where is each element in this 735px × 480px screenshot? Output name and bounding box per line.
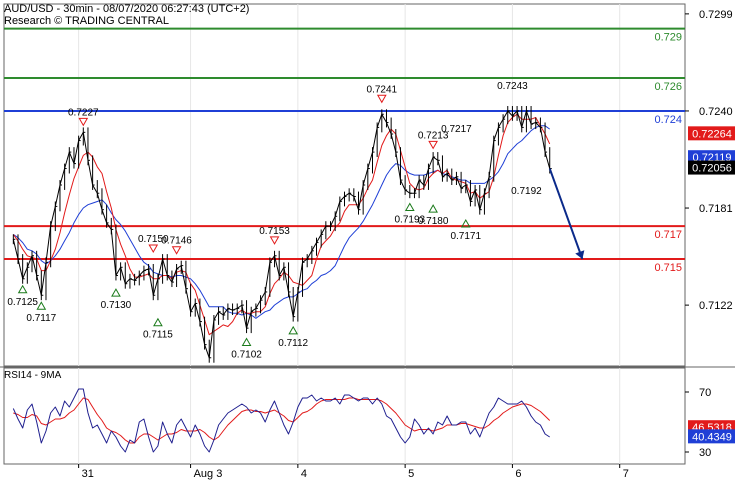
rsi-ma-line xyxy=(13,397,551,444)
projection-arrow xyxy=(548,168,585,260)
rsi-badge-label: 40.4349 xyxy=(692,431,732,443)
price-close-line xyxy=(12,110,551,359)
time-tick-label: 5 xyxy=(408,468,414,480)
triangle-up-icon xyxy=(428,204,438,213)
time-tick-label: Aug 3 xyxy=(194,468,223,480)
rsi-title: RSI14 - 9MA xyxy=(4,370,62,381)
swing-label: 0.7192 xyxy=(511,186,542,197)
time-tick-label: 6 xyxy=(515,468,521,480)
swing-low-label: 0.7193 xyxy=(395,215,426,226)
swing-high-label: 0.7146 xyxy=(161,236,192,247)
chart-title: AUD/USD - 30min - 08/07/2020 06:27:43 (U… xyxy=(4,3,249,15)
triangle-up-icon xyxy=(288,325,299,335)
triangle-up-icon xyxy=(460,218,471,228)
triangle-up-icon xyxy=(36,301,47,310)
level-label: 0.717 xyxy=(654,229,682,241)
price-tick-label: 0.7181 xyxy=(699,203,733,215)
rsi-panel-border xyxy=(3,367,686,465)
swing-high-label: 0.7150 xyxy=(138,234,169,245)
triangle-up-icon xyxy=(153,317,163,327)
swing-low-label: 0.7115 xyxy=(143,330,173,341)
triangle-up-icon xyxy=(17,284,28,294)
triangle-down-icon xyxy=(171,246,182,255)
triangle-up-icon xyxy=(404,202,415,212)
price-badge-label: 0.72056 xyxy=(692,163,732,175)
time-tick-label: 31 xyxy=(82,468,94,480)
slow-moving-average xyxy=(13,125,550,319)
swing-low-label: 0.7171 xyxy=(450,231,481,242)
fast-moving-average xyxy=(12,113,551,336)
swing-low-label: 0.7112 xyxy=(278,338,308,349)
swing-low-label: 0.7125 xyxy=(7,297,38,308)
rsi-moving-average xyxy=(13,397,551,444)
swing-high-label: 0.7213 xyxy=(418,130,449,141)
price-tick-label: 0.7122 xyxy=(699,300,733,312)
rsi-badge xyxy=(688,429,735,444)
triangle-up-icon xyxy=(241,337,252,346)
swing-high-label: 0.7217 xyxy=(441,124,472,135)
triangle-down-icon xyxy=(376,94,387,104)
price-axis: 0.72990.72400.71810.71220.722640.721190.… xyxy=(685,9,735,312)
rsi-main-line xyxy=(12,388,550,453)
rsi-grid xyxy=(3,367,686,465)
level-label: 0.724 xyxy=(654,114,682,126)
price-badge xyxy=(688,160,735,175)
triangle-down-icon xyxy=(148,244,159,254)
triangle-down-icon xyxy=(428,140,438,150)
projection-line xyxy=(548,168,584,260)
level-label: 0.726 xyxy=(654,81,682,93)
swing-high-label: 0.7227 xyxy=(68,107,99,118)
rsi-tick-label: 70 xyxy=(699,387,711,399)
swing-high-label: 0.7241 xyxy=(367,84,398,95)
swing-low-label: 0.7117 xyxy=(26,313,56,324)
level-label: 0.715 xyxy=(654,262,682,274)
rsi-tick-label: 30 xyxy=(699,447,711,459)
slow-ma-line xyxy=(13,125,550,319)
triangle-up-icon xyxy=(111,288,121,297)
price-panel-border xyxy=(3,3,686,367)
swing-low-label: 0.7102 xyxy=(231,349,262,360)
triangle-down-icon xyxy=(78,117,89,127)
support-resistance-levels: 0.729 0.726 0.724 0.717 0.715 xyxy=(4,27,685,274)
price-series xyxy=(12,106,552,363)
arrow-down-right-icon xyxy=(575,250,585,260)
price-tick-label: 0.7240 xyxy=(699,106,733,118)
price-badge xyxy=(688,126,735,141)
time-tick-label: 4 xyxy=(301,468,307,480)
rsi-line xyxy=(12,388,550,453)
swing-high-label: 0.7243 xyxy=(497,81,528,92)
swing-low-label: 0.7130 xyxy=(101,300,132,311)
swing-low-label: 0.7180 xyxy=(418,216,449,227)
price-badge-label: 0.72264 xyxy=(692,128,732,140)
swing-high-label: 0.7153 xyxy=(259,226,290,237)
fast-ma-line xyxy=(12,113,551,336)
chart-source: Research © TRADING CENTRAL xyxy=(4,15,169,27)
time-axis: 31 Aug 3 4 5 6 7 xyxy=(78,464,629,480)
price-tick-label: 0.7299 xyxy=(699,9,733,21)
triangle-down-icon xyxy=(269,236,280,245)
time-tick-label: 7 xyxy=(623,468,629,480)
level-label: 0.729 xyxy=(654,32,682,44)
